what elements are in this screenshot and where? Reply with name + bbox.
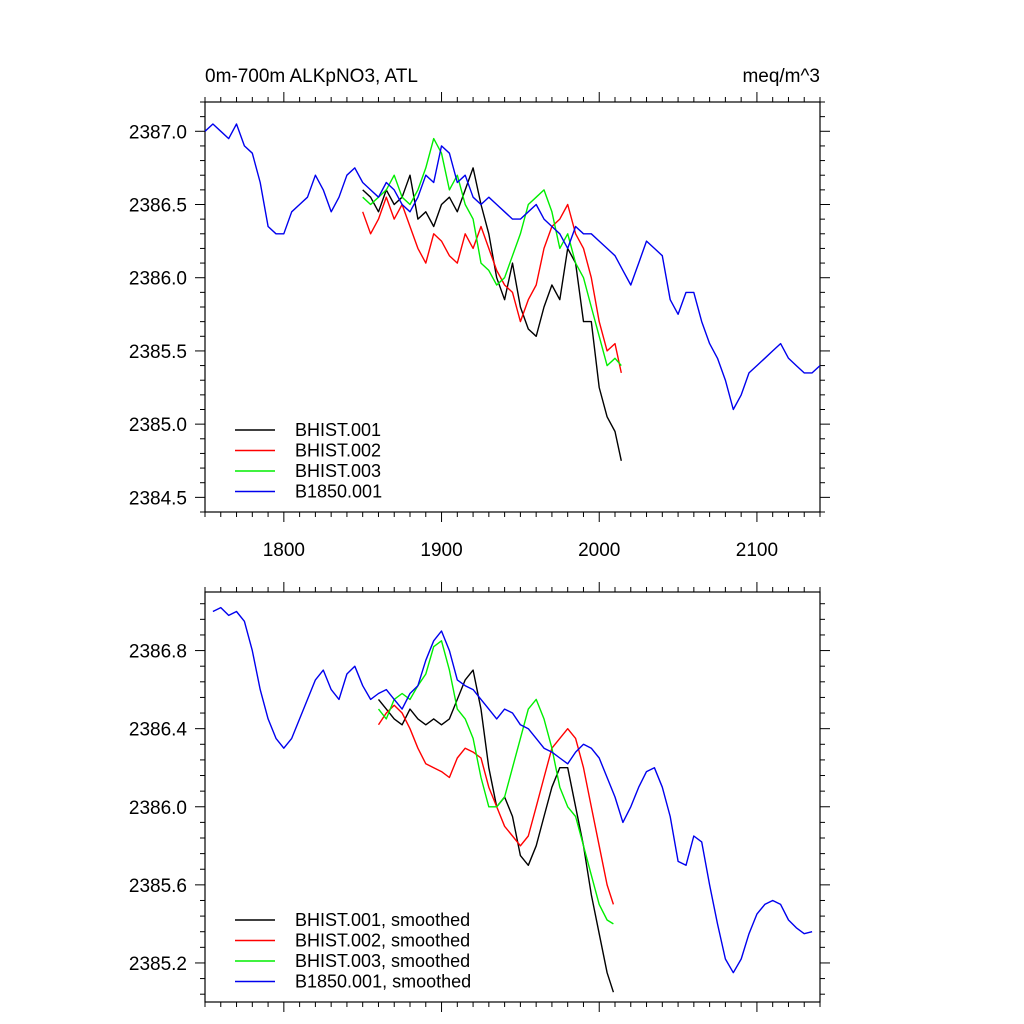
x-tick-label: 2100	[736, 540, 778, 561]
legend-label: B1850.001, smoothed	[295, 972, 471, 992]
legend-label: BHIST.003, smoothed	[295, 951, 470, 971]
top-panel: 0m-700m ALKpNO3, ATL meq/m^3 2384.5 2385.…	[129, 66, 830, 561]
y-tick-label: 2386.8	[129, 642, 187, 663]
x-tick-label: 2000	[578, 540, 620, 561]
legend-label: BHIST.001	[295, 420, 381, 440]
plot-frame	[204, 591, 821, 1003]
series-line	[377, 640, 614, 925]
series-line	[362, 137, 622, 367]
legend-label: B1850.001	[295, 482, 382, 502]
series-line	[377, 704, 615, 905]
legend-label: BHIST.003	[295, 461, 381, 481]
y-tick-label: 2386.5	[129, 196, 187, 217]
y-tick-label: 2384.5	[129, 488, 187, 509]
bottom-panel: 2385.2 2385.6 2386.0 2386.4 2386.8 BHIST.001,…	[129, 582, 830, 1012]
y-tick-label: 2387.0	[129, 122, 187, 143]
legend-label: BHIST.002	[295, 441, 381, 461]
series-line	[362, 167, 622, 461]
y-tick-label: 2386.0	[129, 798, 187, 819]
x-tick-label: 1900	[420, 540, 462, 561]
legend-label: BHIST.001, smoothed	[295, 910, 470, 930]
y-tick-label: 2385.2	[129, 954, 187, 975]
x-tick-label: 1800	[263, 540, 305, 561]
chart-title: 0m-700m ALKpNO3, ATL	[205, 66, 418, 87]
top-plot-area: 2384.5 2385.0 2385.5 2386.0 2386.5 2387.0 1800…	[129, 92, 830, 561]
bottom-plot-area: 2385.2 2385.6 2386.0 2386.4 2386.8 BHIST.001,…	[129, 582, 830, 1012]
y-tick-label: 2385.0	[129, 415, 187, 436]
series-line	[212, 606, 813, 974]
y-tick-label: 2386.0	[129, 269, 187, 290]
series-line	[204, 123, 821, 411]
y-tick-label: 2385.5	[129, 342, 187, 363]
y-tick-label: 2386.4	[129, 720, 188, 741]
series-line	[362, 196, 622, 374]
y-tick-label: 2385.6	[129, 876, 187, 897]
units-label: meq/m^3	[742, 66, 820, 87]
legend-label: BHIST.002, smoothed	[295, 931, 470, 951]
